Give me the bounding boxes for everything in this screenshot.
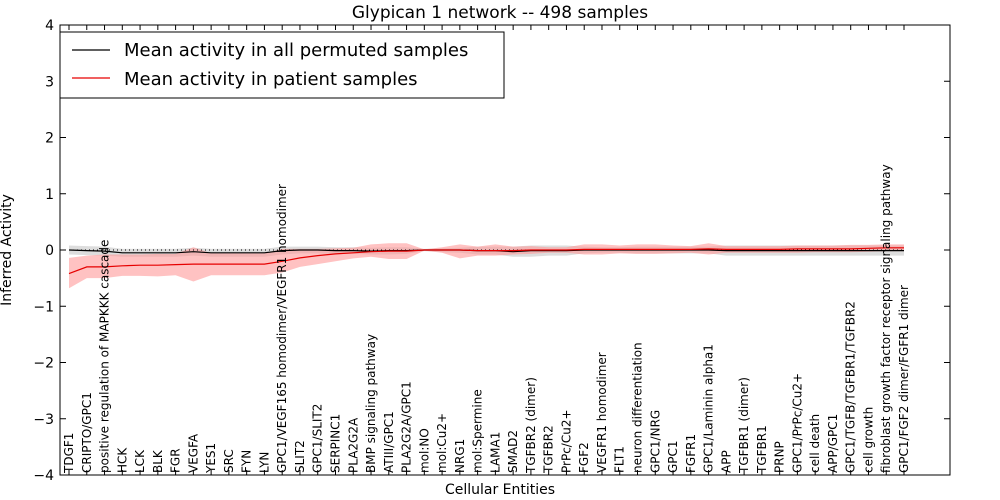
x-tick-label: APP	[719, 450, 733, 473]
x-tick-label: LAMA1	[488, 432, 502, 473]
legend-box	[59, 31, 505, 99]
y-tick-label: 1	[45, 187, 54, 203]
x-tick-label: SERPINC1	[329, 414, 343, 473]
x-tick-label: SLIT2	[293, 440, 307, 473]
legend: Mean activity in all permuted samples Me…	[59, 31, 505, 99]
x-tick-label: FLT1	[613, 446, 627, 473]
x-tick-label: ATIII/GPC1	[382, 411, 396, 473]
y-axis-label: Inferred Activity	[0, 194, 15, 306]
y-tick-label: 4	[45, 18, 54, 34]
x-tick-label: cell growth	[862, 407, 876, 473]
x-tick-label: FGF2	[577, 442, 591, 473]
y-tick-label: −1	[33, 299, 54, 315]
x-tick-label: TGFBR2 (dimer)	[524, 377, 538, 474]
x-tick-label: NRG1	[453, 439, 467, 473]
x-tick-label: VEGFA	[186, 433, 200, 473]
y-tick-label: 0	[45, 243, 54, 259]
x-tick-label: cell death	[808, 414, 822, 473]
x-tick-label: GPC1/FGF2 dimer/FGFR1 dimer	[897, 285, 911, 473]
x-tick-label: mol:Spermine	[471, 389, 485, 473]
x-tick-label: TGFBR2	[542, 425, 556, 474]
x-tick-label: VEGFR1 homodimer	[595, 352, 609, 473]
x-tick-label: GPC1/Laminin alpha1	[702, 344, 716, 473]
x-tick-label: mol:Cu2+	[435, 413, 449, 473]
x-tick-label: PLA2G2A	[346, 417, 360, 473]
x-tick-label: YES1	[204, 443, 218, 474]
x-tick-label: CRIPTO/GPC1	[80, 392, 94, 473]
x-tick-label: PRNP	[773, 441, 787, 473]
legend-label-patient: Mean activity in patient samples	[124, 69, 418, 90]
x-tick-label: GPC1	[666, 440, 680, 473]
x-tick-label: GPC1/VEGF165 homodimer/VEGFR1 homodimer	[275, 184, 289, 473]
series-lines	[68, 247, 904, 275]
x-tick-label: BMP signaling pathway	[364, 334, 378, 473]
x-tick-label: SRC	[222, 449, 236, 473]
x-tick-label: APP/GPC1	[826, 414, 840, 473]
x-tick-label: FGR	[169, 448, 183, 473]
legend-label-permuted: Mean activity in all permuted samples	[124, 40, 468, 61]
x-axis-label: Cellular Entities	[445, 482, 555, 498]
x-tick-label: GPC1/SLIT2	[311, 404, 325, 473]
x-tick-label: GPC1/PrPc/Cu2+	[790, 373, 804, 473]
x-tick-label: FYN	[240, 450, 254, 473]
y-tick-label: 3	[45, 74, 54, 90]
x-tick-label: BLK	[151, 449, 165, 473]
y-tick-label: 2	[45, 131, 54, 147]
x-tick-label: TGFBR1 (dimer)	[737, 377, 751, 474]
chart-title: Glypican 1 network -- 498 samples	[352, 3, 648, 23]
x-tick-label: fibroblast growth factor receptor signal…	[879, 164, 893, 473]
y-axis: −4 −3 −2 −1 0 1 2 3 4	[33, 18, 950, 484]
x-tick-label: mol:NO	[417, 428, 431, 473]
x-tick-label: TDGF1	[62, 433, 76, 474]
y-tick-label: −2	[33, 356, 54, 372]
x-tick-label: GPC1/TGFB/TGFBR1/TGFBR2	[844, 301, 858, 473]
y-tick-label: −4	[33, 468, 54, 484]
x-tick-label: LCK	[133, 449, 147, 473]
x-tick-label: positive regulation of MAPKKK cascade	[98, 240, 112, 473]
x-tick-label: neuron differentiation	[631, 342, 645, 473]
series-line-1	[68, 247, 904, 275]
y-tick-label: −3	[33, 412, 54, 428]
x-tick-label: TGFBR1	[755, 425, 769, 474]
x-tick-label: PLA2G2A/GPC1	[400, 381, 414, 473]
x-tick-label: FGFR1	[684, 434, 698, 473]
x-tick-label: HCK	[115, 447, 129, 473]
x-tick-label: GPC1/NRG	[648, 410, 662, 473]
x-tick-label: LYN	[257, 452, 271, 473]
x-tick-label: PrPc/Cu2+	[559, 409, 573, 473]
band-series-1	[69, 243, 904, 289]
x-axis: TDGF1 CRIPTO/GPC1 positive regulation of M…	[62, 25, 911, 475]
x-tick-label: SMAD2	[506, 430, 520, 473]
